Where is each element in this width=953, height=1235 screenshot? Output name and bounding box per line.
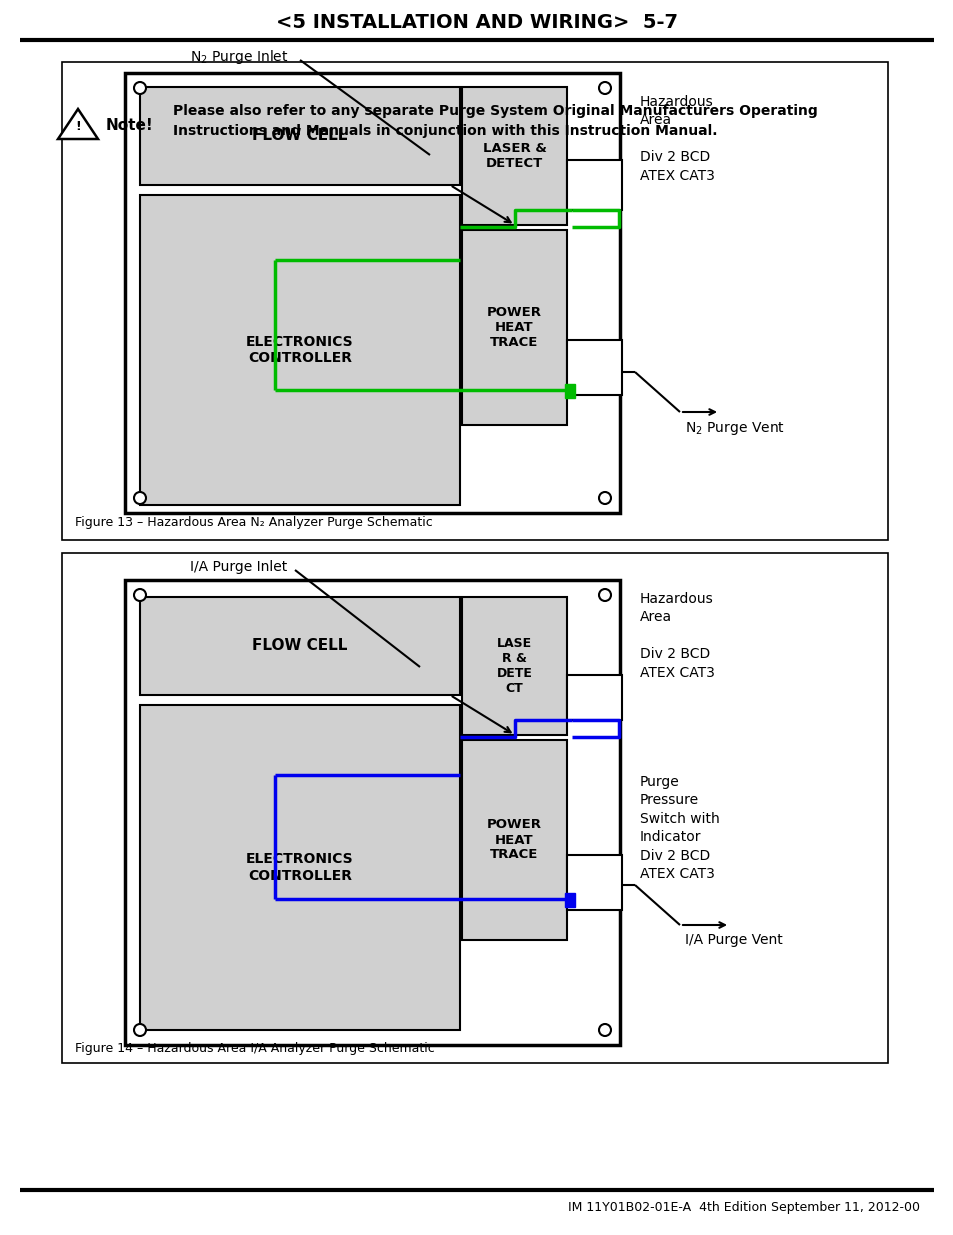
Bar (566, 676, 621, 720)
Bar (125, 73, 619, 513)
Bar (564, 384, 575, 398)
Circle shape (598, 82, 610, 94)
Text: N$_2$ Purge Vent: N$_2$ Purge Vent (684, 420, 784, 437)
Circle shape (133, 82, 146, 94)
Bar (461, 740, 566, 940)
Circle shape (598, 589, 610, 601)
Text: Hazardous
Area

Div 2 BCD
ATEX CAT3: Hazardous Area Div 2 BCD ATEX CAT3 (639, 95, 714, 183)
Text: Figure 14 – Hazardous Area I/A Analyzer Purge Schematic: Figure 14 – Hazardous Area I/A Analyzer … (75, 1042, 435, 1055)
Bar (140, 597, 459, 695)
Text: Hazardous
Area

Div 2 BCD
ATEX CAT3: Hazardous Area Div 2 BCD ATEX CAT3 (639, 592, 714, 679)
Text: ELECTRONICS
CONTROLLER: ELECTRONICS CONTROLLER (246, 852, 354, 883)
Circle shape (133, 492, 146, 504)
Text: LASE
R &
DETE
CT: LASE R & DETE CT (497, 637, 532, 695)
Circle shape (598, 492, 610, 504)
Text: !: ! (75, 121, 81, 133)
Text: I/A Purge Vent: I/A Purge Vent (684, 932, 781, 947)
Text: I/A Purge Inlet: I/A Purge Inlet (190, 559, 287, 574)
Bar (566, 161, 621, 210)
Bar (566, 340, 621, 395)
Bar (140, 86, 459, 185)
Circle shape (133, 589, 146, 601)
Text: Note!: Note! (106, 117, 153, 132)
Bar (62, 553, 887, 1063)
Text: ELECTRONICS
CONTROLLER: ELECTRONICS CONTROLLER (246, 335, 354, 366)
Text: POWER
HEAT
TRACE: POWER HEAT TRACE (486, 819, 541, 862)
Bar (564, 893, 575, 906)
Text: FLOW CELL: FLOW CELL (252, 638, 347, 653)
Bar (461, 86, 566, 225)
Bar (62, 62, 887, 540)
Text: N$_2$ Purge Inlet: N$_2$ Purge Inlet (190, 48, 288, 65)
Text: Figure 13 – Hazardous Area N₂ Analyzer Purge Schematic: Figure 13 – Hazardous Area N₂ Analyzer P… (75, 516, 433, 529)
Text: Purge
Pressure
Switch with
Indicator
Div 2 BCD
ATEX CAT3: Purge Pressure Switch with Indicator Div… (639, 776, 719, 881)
Bar (140, 705, 459, 1030)
Polygon shape (58, 109, 98, 140)
Bar (125, 580, 619, 1045)
Bar (461, 597, 566, 735)
Bar (140, 195, 459, 505)
Circle shape (133, 1024, 146, 1036)
Text: Please also refer to any separate Purge System Original Manufacturers Operating
: Please also refer to any separate Purge … (172, 104, 817, 138)
Circle shape (598, 1024, 610, 1036)
Text: <5 INSTALLATION AND WIRING>  5-7: <5 INSTALLATION AND WIRING> 5-7 (275, 12, 678, 32)
Text: FLOW CELL: FLOW CELL (252, 128, 347, 143)
Bar (566, 855, 621, 910)
Text: POWER
HEAT
TRACE: POWER HEAT TRACE (486, 306, 541, 350)
Text: IM 11Y01B02-01E-A  4th Edition September 11, 2012-00: IM 11Y01B02-01E-A 4th Edition September … (567, 1200, 919, 1214)
Bar (461, 230, 566, 425)
Text: LASER &
DETECT: LASER & DETECT (482, 142, 546, 170)
